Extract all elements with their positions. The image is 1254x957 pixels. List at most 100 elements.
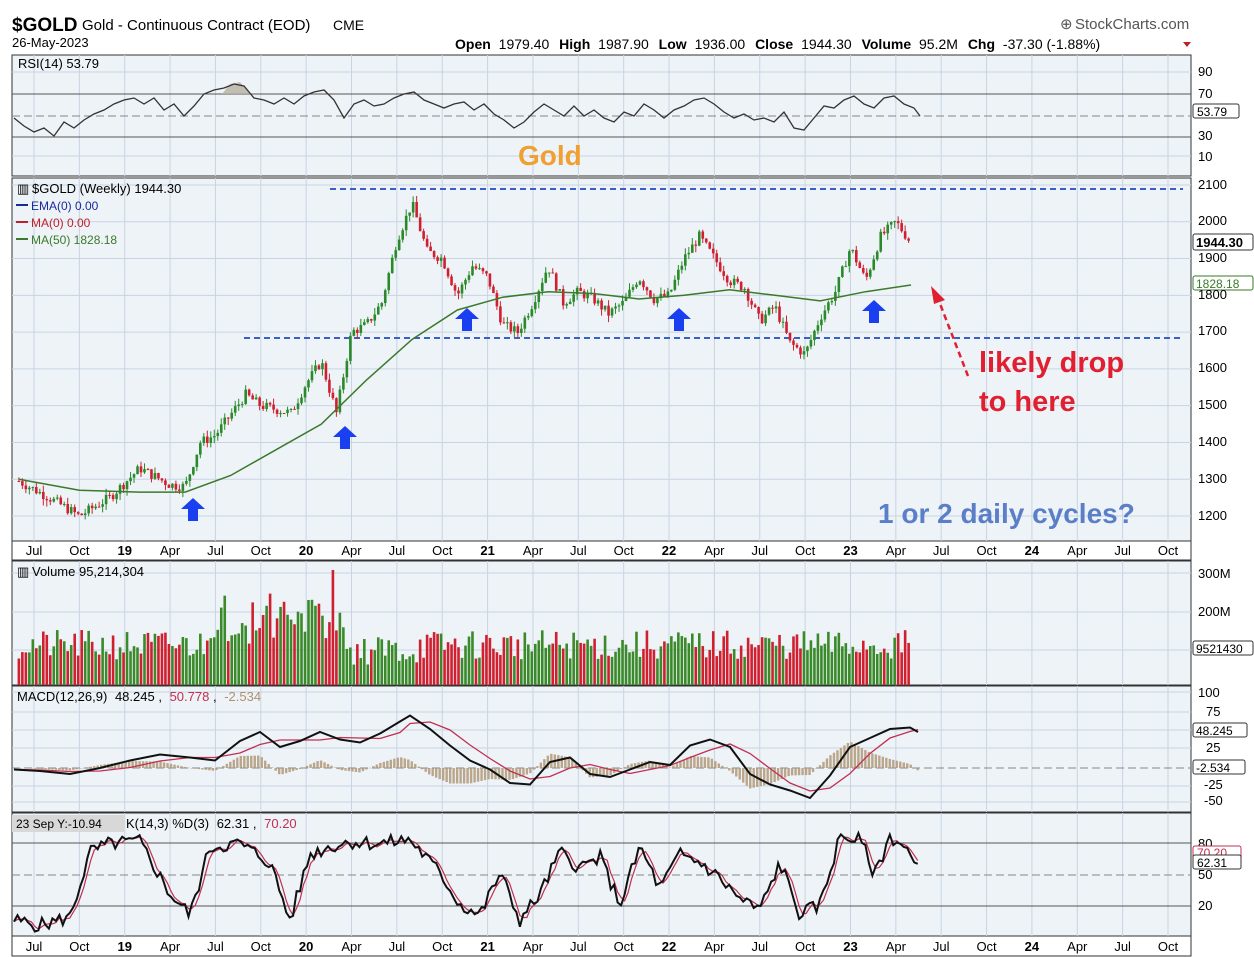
volume-bar xyxy=(854,651,858,685)
volume-bar xyxy=(701,646,705,685)
x-axis-label: Oct xyxy=(614,939,635,954)
macd-histogram-bar xyxy=(871,753,874,768)
macd-histogram-bar xyxy=(316,761,319,768)
price-candle xyxy=(457,287,460,300)
macd-histogram-bar xyxy=(58,768,61,770)
price-candle xyxy=(596,298,600,307)
volume-bar xyxy=(481,642,485,685)
macd-histogram-bar xyxy=(578,766,581,768)
macd-histogram-bar xyxy=(312,762,316,768)
macd-histogram-bar xyxy=(780,768,783,780)
macd-histogram-bar xyxy=(180,766,183,768)
price-candle xyxy=(628,283,631,298)
rsi-line xyxy=(13,83,921,137)
volume-bar xyxy=(523,632,527,685)
price-candle xyxy=(87,503,90,517)
price-candle xyxy=(181,481,185,498)
price-candle xyxy=(746,287,750,307)
x-axis-label: 24 xyxy=(1025,543,1040,558)
macd-histogram-bar xyxy=(790,768,794,776)
volume-bar xyxy=(544,647,548,685)
macd-histogram-bar xyxy=(347,768,351,772)
macd-histogram-bar xyxy=(703,757,707,768)
macd-histogram-bar xyxy=(358,768,361,773)
x-axis-label: Apr xyxy=(886,543,907,558)
volume-bar xyxy=(136,647,139,685)
x-axis-label: Oct xyxy=(1158,543,1179,558)
macd-histogram-bar xyxy=(113,762,117,768)
price-candle xyxy=(687,247,691,260)
volume-bar xyxy=(900,652,903,685)
volume-bar xyxy=(802,631,806,685)
x-axis-label: Jul xyxy=(1114,939,1131,954)
volume-bar xyxy=(764,637,767,685)
volume-bar xyxy=(216,629,220,685)
price-candle xyxy=(422,228,425,241)
macd-tick-25: 25 xyxy=(1206,740,1220,755)
macd-histogram-bar xyxy=(560,755,564,768)
price-candle xyxy=(293,406,296,410)
volume-bar xyxy=(359,658,363,685)
volume-bar xyxy=(896,633,900,685)
price-candle xyxy=(380,302,384,310)
price-candle xyxy=(188,473,192,487)
price-candle xyxy=(101,499,104,513)
price-candle xyxy=(237,398,241,411)
volume-bar xyxy=(725,630,729,685)
volume-bar xyxy=(331,570,335,685)
macd-histogram-bar xyxy=(194,768,197,769)
volume-bar xyxy=(820,645,823,685)
volume-bar xyxy=(767,638,771,685)
macd-histogram-bar xyxy=(305,765,309,768)
volume-bar xyxy=(279,606,282,685)
volume-bar xyxy=(226,641,230,685)
volume-bar xyxy=(554,631,558,685)
macd-histogram-bar xyxy=(173,764,176,768)
price-candle xyxy=(345,358,349,383)
volume-bar xyxy=(66,651,70,685)
macd-histogram-bar xyxy=(564,756,567,768)
volume-bar xyxy=(338,612,342,685)
price-candle xyxy=(324,360,328,382)
price-candle xyxy=(397,235,401,251)
volume-bar xyxy=(160,633,164,685)
price-candle xyxy=(108,490,111,499)
price-candle xyxy=(387,271,391,295)
price-candle xyxy=(774,301,778,314)
price-candle xyxy=(509,320,513,335)
stoch-label: K(14,3) %D(3) 62.31 , 70.20 xyxy=(126,816,297,831)
volume-bar xyxy=(366,664,370,685)
volume-bar xyxy=(171,646,174,685)
price-candle xyxy=(827,300,830,314)
macd-histogram-bar xyxy=(714,761,717,768)
macd-histogram-bar xyxy=(267,763,270,768)
price-candle xyxy=(233,400,237,417)
macd-histogram-bar xyxy=(592,768,595,778)
symbol-text: $GOLD xyxy=(12,15,77,36)
macd-histogram-bar xyxy=(543,759,546,768)
drop-arrow-line xyxy=(935,295,970,377)
volume-bar xyxy=(464,645,467,685)
macd-histogram-bar xyxy=(462,768,466,784)
x-axis-label: 21 xyxy=(480,543,494,558)
x-axis-label: 23 xyxy=(843,939,857,954)
x-axis-label: 22 xyxy=(662,939,676,954)
price-candle xyxy=(848,249,851,273)
price-tick-2000: 2000 xyxy=(1198,213,1227,228)
macd-histogram-bar xyxy=(728,768,731,771)
price-candle xyxy=(219,418,223,437)
macd-histogram-bar xyxy=(752,768,755,788)
volume-bar xyxy=(547,644,551,685)
macd-histogram-bar xyxy=(546,755,550,768)
macd-histogram-bar xyxy=(407,759,410,768)
price-candle xyxy=(240,401,244,408)
price-candle xyxy=(488,273,492,290)
price-candle xyxy=(369,318,373,323)
macd-histogram-bar xyxy=(892,759,895,768)
volume-bar xyxy=(401,654,404,685)
macd-histogram-bar xyxy=(836,750,839,768)
volume-bar xyxy=(659,646,663,685)
volume-bar xyxy=(223,595,227,685)
price-candle xyxy=(673,275,677,292)
macd-histogram-bar xyxy=(647,760,651,768)
